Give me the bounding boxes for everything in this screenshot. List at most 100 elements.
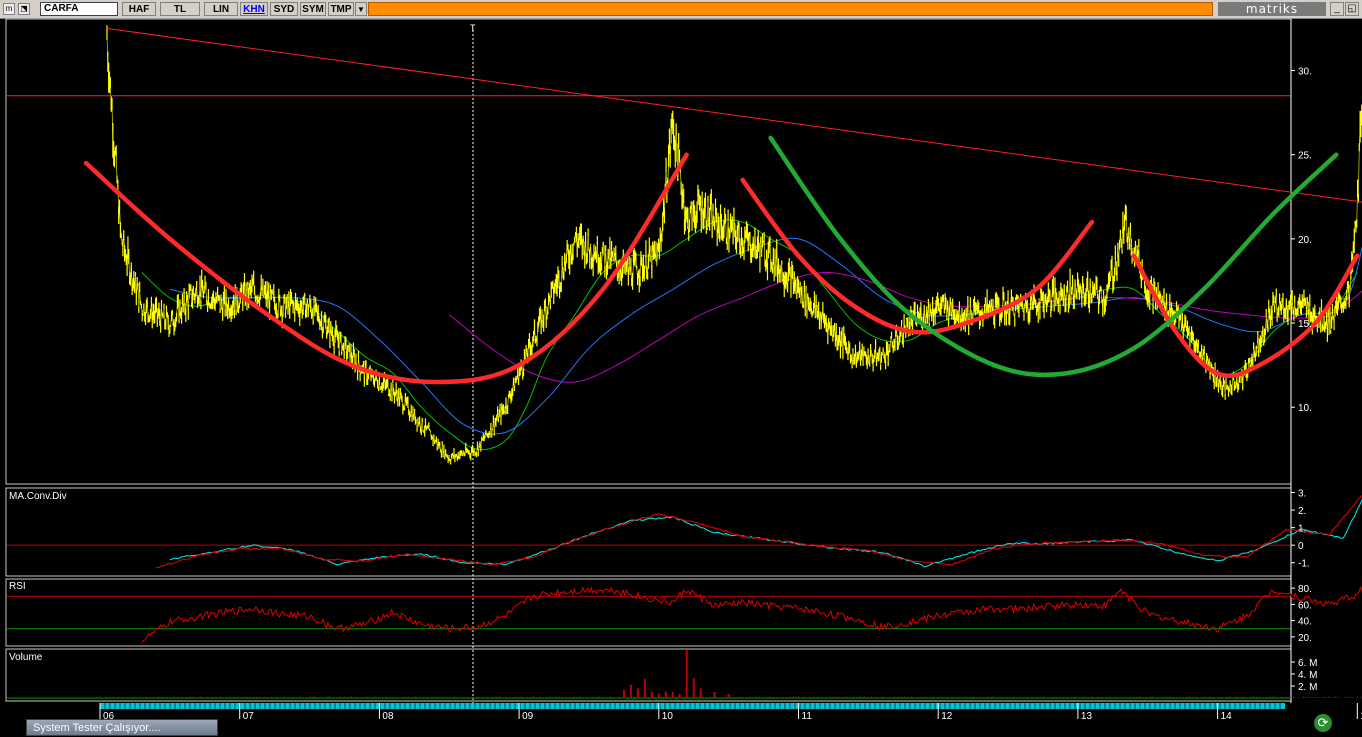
- price-link: [1279, 301, 1280, 307]
- macd-line: [170, 498, 1362, 567]
- price-link: [393, 383, 394, 391]
- price-tick-label: 15.: [1298, 319, 1312, 330]
- price-link: [588, 234, 589, 249]
- price-link: [425, 423, 426, 431]
- trendline: [107, 28, 1362, 205]
- price-link: [796, 280, 797, 291]
- price-link: [611, 252, 612, 264]
- price-link: [1006, 310, 1007, 319]
- price-link: [1095, 283, 1096, 296]
- price-link: [339, 337, 340, 351]
- price-link: [135, 275, 136, 297]
- price-link: [139, 291, 140, 307]
- price-link: [1112, 266, 1113, 282]
- volume-bar: [658, 693, 660, 698]
- macd-label: MA.Conv.Div: [9, 491, 67, 502]
- price-link: [1234, 377, 1235, 383]
- price-link: [107, 37, 108, 61]
- year-label: 08: [382, 711, 394, 722]
- price-link: [1002, 297, 1003, 316]
- price-link: [836, 332, 837, 344]
- volume-tick-label: 2. M: [1298, 682, 1317, 693]
- price-link: [1283, 299, 1284, 315]
- status-window[interactable]: System Tester Çalışıyor....: [26, 719, 218, 736]
- volume-panel-frame: [6, 649, 1291, 701]
- price-link: [779, 266, 780, 278]
- price-link: [571, 248, 572, 259]
- price-link: [444, 447, 445, 458]
- price-link: [537, 331, 538, 340]
- price-link: [926, 310, 927, 324]
- price-link: [471, 452, 472, 456]
- price-link: [1060, 285, 1061, 307]
- price-link: [1239, 376, 1240, 383]
- macd-tick-label: -1.: [1298, 559, 1310, 570]
- price-link: [485, 430, 486, 438]
- price-link: [1040, 288, 1041, 311]
- price-link: [260, 293, 261, 303]
- price-link: [229, 302, 230, 314]
- price-link: [705, 203, 706, 225]
- price-link: [692, 203, 693, 227]
- price-link: [652, 246, 653, 270]
- price-link: [1055, 286, 1056, 295]
- price-link: [121, 235, 122, 244]
- price-link: [465, 447, 466, 454]
- price-link: [326, 323, 327, 337]
- price-link: [415, 410, 416, 422]
- price-link: [1120, 235, 1121, 241]
- price-link: [649, 248, 650, 259]
- price-link: [816, 302, 817, 314]
- price-link: [1066, 291, 1067, 302]
- price-link: [720, 212, 721, 240]
- rsi-label: RSI: [9, 581, 26, 592]
- price-link: [1259, 343, 1260, 352]
- price-link: [950, 298, 951, 310]
- price-link: [440, 444, 441, 452]
- price-link: [282, 310, 283, 319]
- price-link: [689, 225, 690, 233]
- price-link: [322, 320, 323, 333]
- price-tick-label: 10.: [1298, 403, 1312, 414]
- refresh-icon[interactable]: ⟳: [1314, 714, 1332, 732]
- volume-tick-label: 4. M: [1298, 670, 1317, 681]
- year-label: 11: [802, 711, 813, 722]
- price-link: [1270, 313, 1271, 324]
- price-link: [648, 259, 649, 274]
- price-link: [1359, 127, 1360, 148]
- price-link: [1110, 271, 1111, 280]
- price-link: [323, 320, 324, 328]
- price-link: [1074, 281, 1075, 298]
- year-label: 09: [522, 711, 534, 722]
- volume-bar: [700, 688, 702, 698]
- price-link: [197, 287, 198, 303]
- price-link: [739, 233, 740, 246]
- price-link: [270, 287, 271, 292]
- price-link: [690, 209, 691, 225]
- volume-bar: [686, 650, 688, 698]
- rsi-tick-label: 20.: [1298, 633, 1312, 644]
- price-link: [1115, 257, 1116, 269]
- price-link: [454, 453, 455, 458]
- price-link: [392, 383, 393, 396]
- price-link: [633, 262, 634, 284]
- price-link: [147, 304, 148, 313]
- price-link: [1208, 358, 1209, 363]
- red-arc-0: [86, 155, 687, 382]
- price-link: [254, 282, 255, 291]
- price-link: [1276, 295, 1277, 319]
- price-link: [478, 445, 479, 453]
- price-link: [712, 210, 713, 230]
- price-link: [828, 323, 829, 335]
- price-link: [573, 243, 574, 254]
- red-arc-2: [1134, 256, 1358, 376]
- price-link: [929, 305, 930, 323]
- price-link: [688, 215, 689, 233]
- rsi-tick-label: 40.: [1298, 617, 1312, 628]
- price-link: [890, 337, 891, 352]
- price-link: [640, 254, 641, 276]
- price-link: [897, 329, 898, 342]
- price-link: [307, 300, 308, 311]
- price-link: [676, 126, 677, 151]
